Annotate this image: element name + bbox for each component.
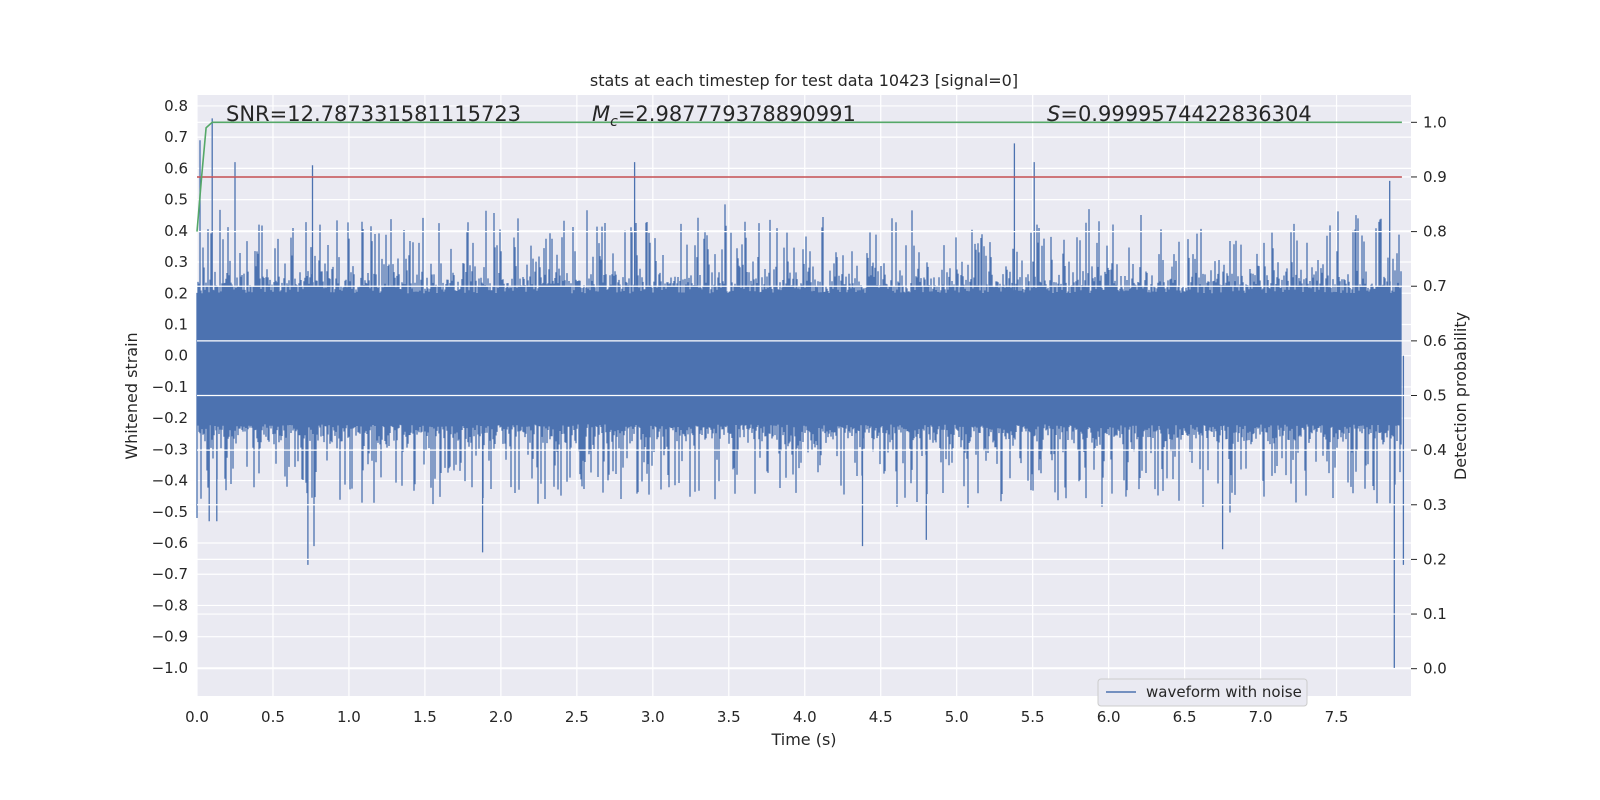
y2-tick-label: 0.4	[1423, 441, 1447, 459]
y2-tick-label: 0.1	[1423, 605, 1447, 623]
score-annotation: S=0.9999574422836304	[1047, 102, 1312, 126]
y-tick-label: 0.8	[164, 97, 188, 115]
legend-box	[1097, 678, 1308, 707]
y2-tick-label: 0.8	[1423, 223, 1447, 241]
y-tick-label: −0.6	[152, 534, 188, 552]
x-tick-label: 2.5	[565, 708, 589, 726]
y2-tick-label: 0.6	[1423, 332, 1447, 350]
x-tick-label: 4.0	[793, 708, 817, 726]
y-tick-label: 0.2	[164, 284, 188, 302]
y2-tick-label: 0.2	[1423, 550, 1447, 568]
y-tick-label: 0.4	[164, 222, 188, 240]
chart-title: stats at each timestep for test data 104…	[590, 71, 1018, 90]
x-tick-label: 7.0	[1249, 708, 1273, 726]
waveform-line	[196, 118, 1405, 668]
y2-tick-label: 0.9	[1423, 168, 1447, 186]
x-axis-label: Time (s)	[770, 730, 836, 749]
y-tick-label: 0.5	[164, 191, 188, 209]
y-tick-labels: 0.8 0.7 0.6 0.5 0.4 0.3 0.2 0.1 0.0 −0.1 −0.2 −0.3 −…	[152, 97, 188, 677]
y2-tick-label: 0.3	[1423, 496, 1447, 514]
y-tick-label: 0.1	[164, 315, 188, 333]
y2-axis-label: Detection probability	[1451, 312, 1470, 480]
y2-tick-label: 0.0	[1423, 660, 1447, 678]
snr-annotation: SNR=12.787331581115723	[226, 102, 521, 126]
y-tick-label: −0.5	[152, 503, 188, 521]
chirp-mass-annotation: Mc=2.987779378890991	[592, 102, 856, 130]
y2-tick-label: 0.5	[1423, 387, 1447, 405]
y-tick-label: −0.8	[152, 596, 188, 614]
y-tick-label: 0.7	[164, 128, 188, 146]
x-tick-label: 7.5	[1325, 708, 1349, 726]
y-tick-label: −0.3	[152, 440, 188, 458]
y-tick-label: −1.0	[152, 659, 188, 677]
y-axis-label: Whitened strain	[122, 332, 141, 459]
legend: waveform with noise	[1097, 678, 1308, 707]
detection-probability-line	[196, 121, 1402, 232]
waveform-series	[196, 118, 1405, 668]
x-tick-label: 0.5	[261, 708, 285, 726]
x-tick-label: 5.5	[1021, 708, 1045, 726]
x-tick-label: 5.0	[945, 708, 969, 726]
y-tick-label: 0.0	[164, 347, 188, 365]
y2-tick-label: 0.7	[1423, 277, 1447, 295]
x-tick-label: 1.0	[337, 708, 361, 726]
legend-label: waveform with noise	[1146, 683, 1302, 701]
y-tick-label: −0.4	[152, 472, 188, 490]
x-tick-label: 3.0	[641, 708, 665, 726]
probability-series	[196, 121, 1402, 232]
y-tick-label: −0.7	[152, 565, 188, 583]
y-tick-label: −0.2	[152, 409, 188, 427]
y-tick-label: 0.3	[164, 253, 188, 271]
y-tick-label: 0.6	[164, 159, 188, 177]
x-tick-label: 6.0	[1097, 708, 1121, 726]
y2-tick-label: 1.0	[1423, 113, 1447, 131]
x-tick-label: 6.5	[1173, 708, 1197, 726]
y-tick-label: −0.1	[152, 378, 188, 396]
x-tick-label: 3.5	[717, 708, 741, 726]
x-tick-label: 4.5	[869, 708, 893, 726]
x-tick-labels: 0.0 0.5 1.0 1.5 2.0 2.5 3.0 3.5 4.0 4.5 5.0 5.5 6.0 6…	[185, 708, 1348, 726]
x-tick-label: 0.0	[185, 708, 209, 726]
x-tick-label: 1.5	[413, 708, 437, 726]
y2-tick-labels: 1.0 0.9 0.8 0.7 0.6 0.5 0.4 0.3 0.2 0.1 0.0	[1411, 113, 1447, 678]
x-tick-label: 2.0	[489, 708, 513, 726]
y-tick-label: −0.9	[152, 628, 188, 646]
